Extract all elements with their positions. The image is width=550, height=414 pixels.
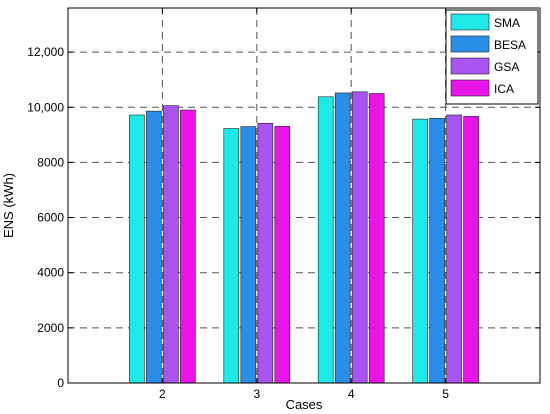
bar-besa-case-3 — [240, 126, 257, 384]
bar-sma-case-5 — [412, 118, 428, 384]
legend-label-besa: BESA — [494, 38, 526, 52]
legend-swatch-ica — [450, 79, 490, 97]
bar-besa-case-5 — [429, 117, 445, 384]
x-tick-label: 2 — [159, 387, 166, 401]
y-tick-label: 4000 — [37, 266, 64, 280]
legend: SMA BESA GSA ICA — [445, 9, 539, 105]
bars — [129, 91, 479, 384]
bar-gsa-case-5 — [446, 114, 462, 384]
legend-swatch-besa — [450, 35, 490, 53]
y-tick-label: 6000 — [37, 211, 64, 225]
bar-gsa-case-3 — [257, 122, 274, 384]
x-axis-title: Cases — [286, 397, 323, 412]
bar-sma-case-4 — [317, 96, 334, 384]
bar-ica-case-3 — [274, 125, 291, 384]
legend-label-ica: ICA — [494, 82, 514, 96]
bar-gsa-case-2 — [163, 105, 179, 384]
bar-besa-case-4 — [334, 92, 351, 384]
y-axis-title: ENS (kWh) — [1, 173, 16, 238]
y-tick-label: 8000 — [37, 155, 64, 169]
x-axis-ticks: 2 3 4 5 — [159, 8, 449, 401]
x-tick-label: 4 — [348, 387, 355, 401]
legend-swatch-gsa — [450, 57, 490, 75]
y-tick-label: 10,000 — [27, 100, 64, 114]
bar-ica-case-4 — [368, 93, 385, 384]
y-axis-ticks: 0 2000 4000 6000 8000 10,000 12,000 — [27, 45, 540, 390]
x-tick-label: 5 — [442, 387, 449, 401]
bar-gsa-case-4 — [351, 91, 368, 384]
y-tick-label: 12,000 — [27, 45, 64, 59]
bar-ica-case-5 — [463, 116, 479, 384]
legend-label-gsa: GSA — [494, 60, 519, 74]
bar-ica-case-2 — [180, 109, 196, 384]
legend-swatch-sma — [450, 13, 490, 31]
bar-sma-case-3 — [223, 128, 240, 384]
plot-frame — [67, 7, 541, 384]
bar-besa-case-2 — [146, 110, 162, 384]
bar-sma-case-2 — [129, 114, 145, 384]
y-tick-label: 2000 — [37, 321, 64, 335]
legend-label-sma: SMA — [494, 16, 520, 30]
x-tick-label: 3 — [253, 387, 260, 401]
y-tick-label: 0 — [57, 376, 64, 390]
